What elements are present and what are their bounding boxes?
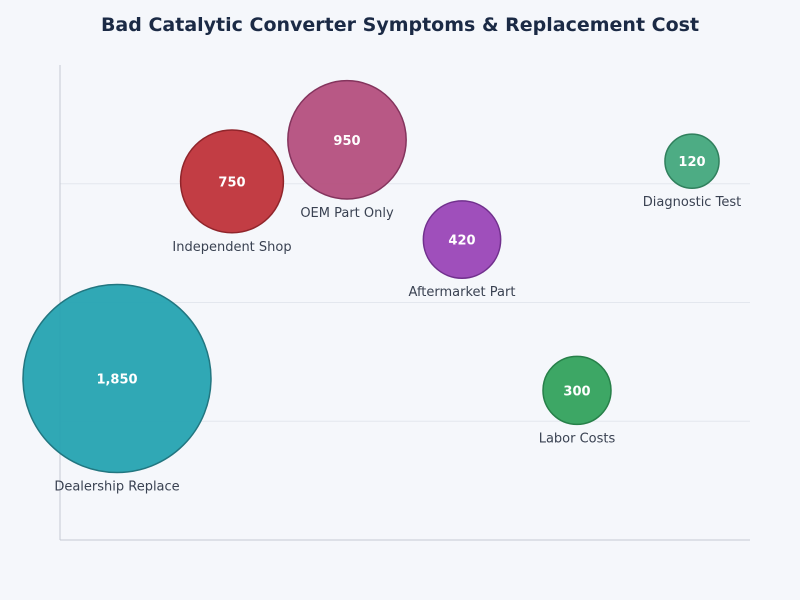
- bubble-category-label: Labor Costs: [539, 431, 616, 446]
- bubble: [287, 79, 407, 200]
- bubble: [664, 133, 720, 189]
- bubble-category-label: OEM Part Only: [300, 206, 394, 221]
- bubble-value-label: 750: [218, 175, 245, 190]
- bubble-value-label: 420: [448, 234, 475, 249]
- bubble-category-label: Independent Shop: [172, 240, 291, 255]
- bubble: [22, 283, 212, 474]
- chart-title: Bad Catalytic Converter Symptoms & Repla…: [100, 14, 700, 36]
- bubble: [179, 129, 285, 234]
- bubble-category-label: Diagnostic Test: [643, 195, 741, 210]
- bubble: [542, 355, 612, 426]
- bubble-value-label: 120: [678, 155, 705, 170]
- bubble-value-label: 300: [563, 384, 590, 399]
- bubble: [422, 200, 502, 279]
- bubble-category-label: Aftermarket Part: [409, 285, 516, 300]
- bubble-value-label: 950: [333, 134, 360, 149]
- bubble-value-label: 1,850: [96, 373, 137, 388]
- bubble-category-label: Dealership Replace: [54, 479, 179, 494]
